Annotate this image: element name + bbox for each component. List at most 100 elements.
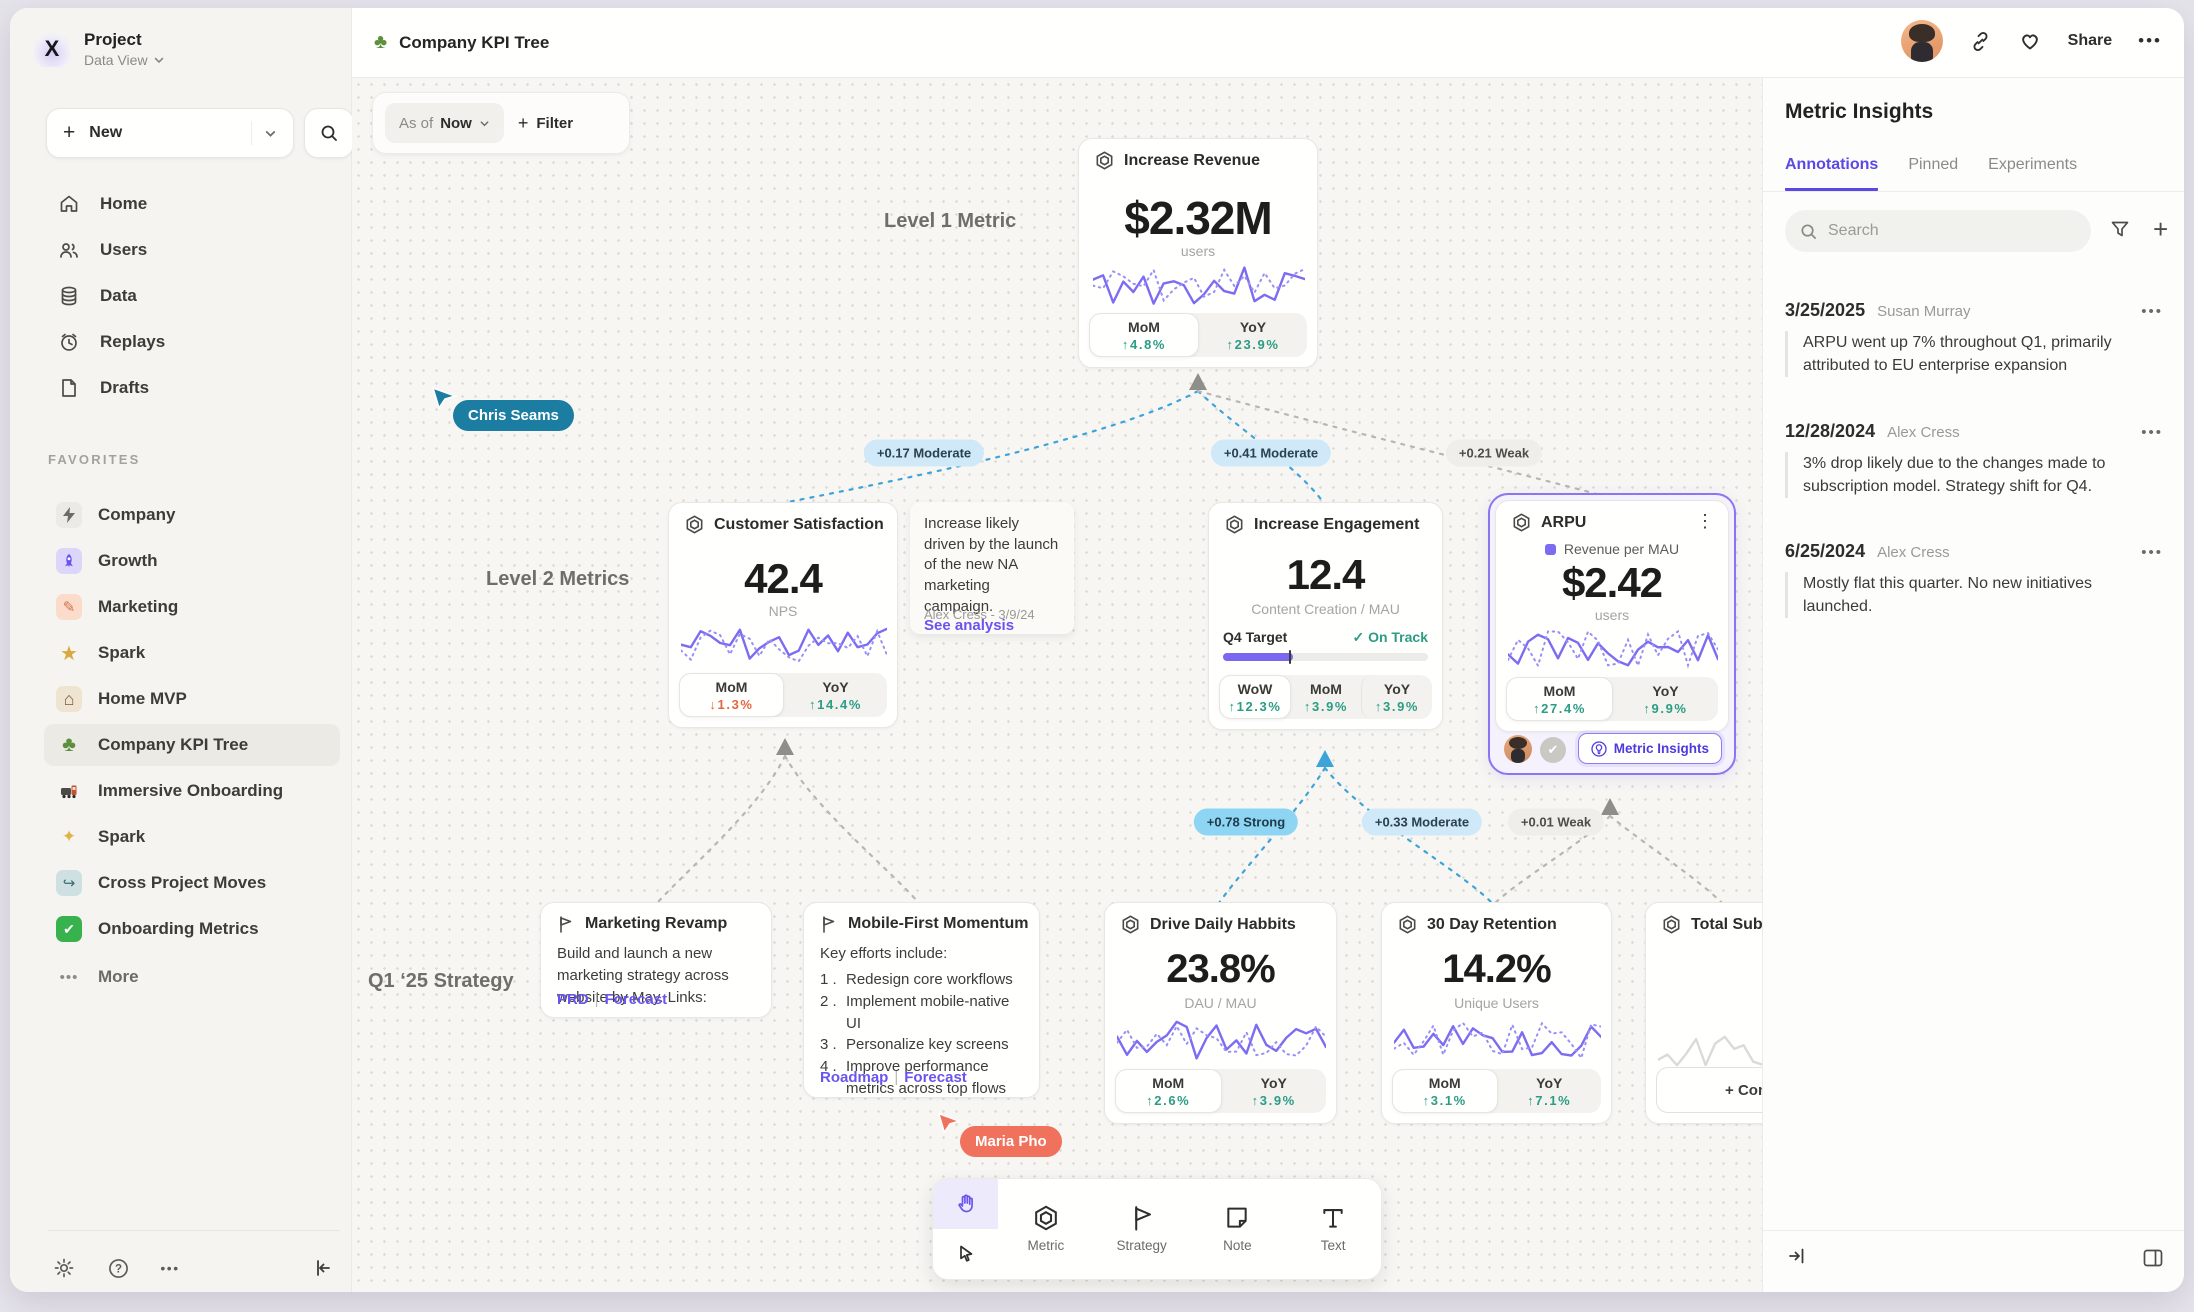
sidebar-item-drafts[interactable]: Drafts [44, 367, 340, 409]
forecast-link[interactable]: Forecast [904, 1069, 967, 1086]
sidebar-item-onboarding-metrics[interactable]: ✔ Onboarding Metrics [44, 908, 340, 950]
edge-label: +0.78 Strong [1193, 808, 1299, 836]
panel-title: Metric Insights [1785, 100, 1934, 123]
sidebar-item-data[interactable]: Data [44, 275, 340, 317]
note-text: Increase likely driven by the launch of … [924, 515, 1059, 615]
sidebar-search-button[interactable] [304, 108, 354, 158]
sidebar-item-company[interactable]: Company [44, 494, 340, 536]
user-avatar[interactable] [1900, 20, 1943, 62]
annotation-note-card[interactable]: Increase likely driven by the launch of … [910, 502, 1074, 634]
plus-icon: + [63, 121, 76, 144]
tree-icon: ♣ [62, 733, 76, 756]
strategy-list: 1 . Redesign core workflows 2 . Implement … [820, 971, 1013, 1097]
project-view: Data View [84, 52, 148, 68]
kpi-canvas[interactable]: As of Now + Filter Level 1 Metric Level … [352, 78, 1762, 1292]
prd-link[interactable]: PRD [557, 991, 589, 1008]
help-button[interactable]: ? [102, 1252, 134, 1284]
metric-unit: users [1594, 607, 1630, 623]
sparkline [679, 621, 889, 669]
text-tool-button[interactable]: Text [1285, 1179, 1381, 1279]
strategy-tool-button[interactable]: Strategy [1094, 1179, 1190, 1279]
svg-text:?: ? [114, 1263, 121, 1275]
annotation-menu-button[interactable]: ••• [2141, 424, 2163, 441]
tree-icon: ♣ [374, 31, 388, 53]
metric-hexagon-icon [686, 515, 703, 534]
canvas-controls: As of Now + Filter [372, 92, 630, 154]
select-tool-button[interactable] [933, 1229, 998, 1279]
sidebar-item-replays[interactable]: Replays [44, 321, 340, 363]
metric-card-30-day-retention[interactable]: 30 Day Retention 14.2% Unique Users MoM ↑… [1381, 902, 1612, 1124]
copy-link-button[interactable] [1969, 30, 1992, 53]
filter-button[interactable]: + Filter [517, 112, 574, 133]
metric-card-arpu-selection[interactable]: ARPU ⋮ Revenue per MAU $2.42 users MoM ↑2… [1488, 493, 1736, 775]
collapse-panel-button[interactable] [1787, 1246, 1807, 1266]
metric-unit: Unique Users [1454, 995, 1539, 1011]
annotation-item: 12/28/2024 Alex Cress ••• 3% drop likely… [1785, 421, 2163, 499]
sidebar-item-immersive-onboarding[interactable]: Immersive Onboarding [44, 770, 340, 812]
tab-experiments[interactable]: Experiments [1988, 156, 2078, 173]
as-of-dropdown[interactable]: As of Now [385, 103, 504, 143]
metric-card-customer-satisfaction[interactable]: Customer Satisfaction 42.4 NPS MoM ↓1.3% … [668, 502, 898, 728]
strategy-card-marketing-revamp[interactable]: Marketing Revamp Build and launch a new … [540, 902, 772, 1018]
sidebar-item-more[interactable]: ••• More [44, 956, 340, 998]
new-button[interactable]: + New [46, 108, 294, 158]
metric-unit: users [1180, 243, 1216, 259]
sidebar: X Project Data View + New Home User [10, 8, 354, 1292]
metric-hexagon-icon [1122, 915, 1139, 934]
heart-icon [2021, 34, 2038, 50]
filter-annotations-button[interactable] [2109, 218, 2131, 240]
collapse-sidebar-button[interactable] [306, 1252, 338, 1284]
metric-hexagon-icon [1096, 151, 1113, 170]
note-tool-button[interactable]: Note [1190, 1179, 1286, 1279]
annotation-author: Susan Murray [1877, 303, 1971, 320]
top-bar: ♣ Company KPI Tree Share ••• [352, 8, 2184, 78]
sidebar-item-company-kpi-tree[interactable]: ♣ Company KPI Tree [44, 724, 340, 766]
project-switcher[interactable]: X Project Data View [34, 30, 165, 68]
tab-annotations[interactable]: Annotations [1785, 156, 1879, 191]
tab-pinned[interactable]: Pinned [1908, 156, 1959, 173]
hand-tool-button[interactable] [933, 1179, 998, 1229]
settings-button[interactable] [48, 1252, 80, 1284]
strategy-card-mobile-first-momentum[interactable]: Mobile-First Momentum Key efforts includ… [803, 902, 1040, 1098]
metric-card-increase-revenue[interactable]: Increase Revenue $2.32M users MoM ↑4.8% Y… [1078, 138, 1318, 368]
sidebar-item-home[interactable]: Home [44, 183, 340, 225]
add-annotation-button[interactable]: + [2153, 214, 2169, 244]
sidebar-item-growth[interactable]: Growth [44, 540, 340, 582]
sidebar-item-cross-project-moves[interactable]: ↪ Cross Project Moves [44, 862, 340, 904]
sidebar-item-marketing[interactable]: ✎ Marketing [44, 586, 340, 628]
forecast-link[interactable]: Forecast [604, 991, 668, 1008]
cursor-pointer-chris [431, 386, 458, 410]
roadmap-link[interactable]: Roadmap [820, 1069, 889, 1086]
metric-card-total-subscriptions[interactable]: Total Subscript + Connect [1645, 902, 1762, 1124]
sparkline [1506, 625, 1720, 673]
layout-toggle-button[interactable] [2141, 1246, 2165, 1270]
search-input[interactable] [1828, 222, 2058, 240]
question-icon: ? [108, 1258, 128, 1278]
metric-card-arpu[interactable]: ARPU ⋮ Revenue per MAU $2.42 users MoM ↑2… [1495, 500, 1729, 732]
see-analysis-link[interactable]: See analysis [924, 617, 1015, 635]
sidebar-item-users[interactable]: Users [44, 229, 340, 271]
sidebar-item-spark-2[interactable]: ✦ Spark [44, 816, 340, 858]
strategy-intro: Key efforts include: [820, 945, 948, 962]
mom-cell: MoM ↑2.6% [1115, 1069, 1222, 1113]
metric-value: 42.4 [744, 555, 823, 602]
chevron-down-icon[interactable] [251, 121, 277, 145]
card-menu-button[interactable]: ⋮ [1696, 511, 1714, 531]
annotation-menu-button[interactable]: ••• [2141, 303, 2163, 320]
strategy-label: Q1 ‘25 Strategy [368, 970, 514, 992]
metric-value: 14.2% [1442, 947, 1551, 991]
share-button[interactable]: Share [2067, 32, 2113, 49]
favorite-button[interactable] [2018, 29, 2042, 53]
sidebar-more-button[interactable]: ••• [160, 1260, 180, 1276]
metric-card-drive-daily-habbits[interactable]: Drive Daily Habbits 23.8% DAU / MAU MoM ↑… [1104, 902, 1337, 1124]
annotation-text: 3% drop likely due to the changes made t… [1785, 452, 2163, 499]
annotation-menu-button[interactable]: ••• [2141, 544, 2163, 561]
metric-insights-button[interactable]: Metric Insights [1577, 733, 1722, 764]
sidebar-item-spark[interactable]: ★ Spark [44, 632, 340, 674]
metric-tool-button[interactable]: Metric [998, 1179, 1094, 1279]
metric-card-increase-engagement[interactable]: Increase Engagement 12.4 Content Creatio… [1208, 502, 1443, 730]
annotation-search[interactable] [1785, 210, 2091, 252]
connect-button[interactable]: + Connect [1656, 1067, 1762, 1113]
header-more-button[interactable]: ••• [2138, 31, 2162, 50]
sidebar-item-home-mvp[interactable]: ⌂ Home MVP [44, 678, 340, 720]
